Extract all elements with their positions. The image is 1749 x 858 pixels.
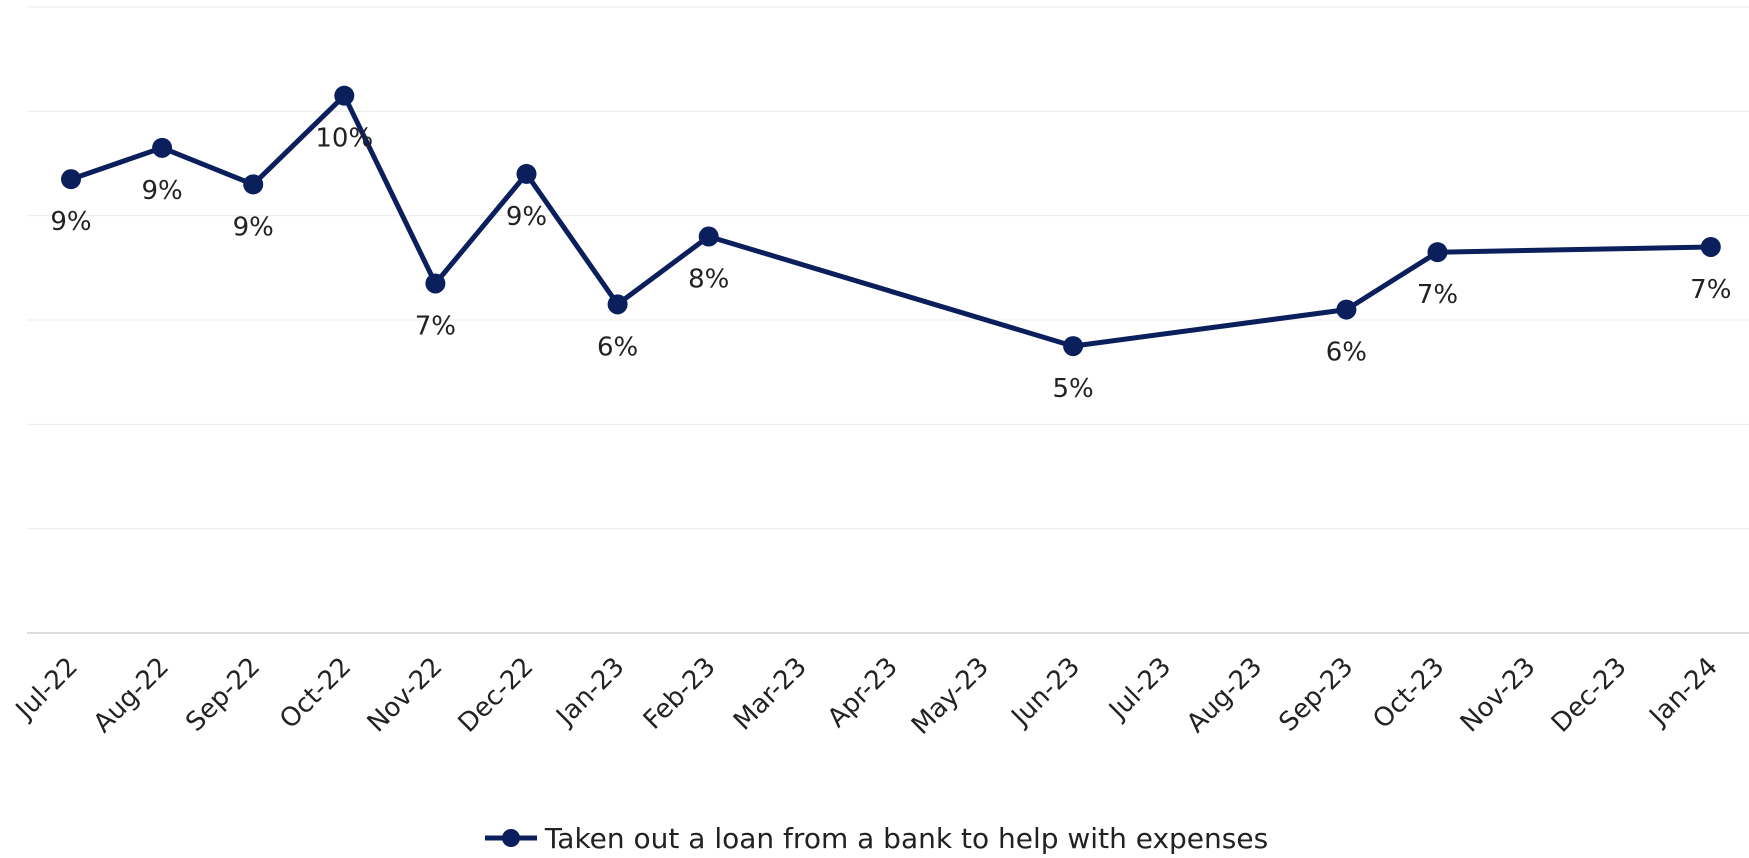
legend: Taken out a loan from a bank to help wit… (0, 818, 1749, 858)
data-label: 9% (506, 202, 547, 232)
x-tick-label: Jun-23 (1005, 652, 1086, 733)
data-label: 7% (1417, 280, 1458, 310)
data-label: 7% (415, 311, 456, 341)
data-point (152, 137, 173, 158)
x-tick-label: Dec-22 (453, 652, 540, 739)
data-label: 5% (1052, 374, 1093, 404)
data-point (698, 226, 719, 247)
data-label: 9% (141, 176, 182, 206)
x-tick-label: Apr-23 (822, 652, 904, 734)
x-tick-label: Oct-23 (1367, 652, 1450, 735)
data-point (1700, 236, 1721, 257)
data-point (607, 294, 628, 315)
data-label: 7% (1690, 275, 1731, 305)
data-point (61, 169, 81, 190)
x-tick-label: Jul-22 (9, 652, 84, 727)
data-label: 6% (1326, 338, 1367, 368)
x-tick-label: May-23 (906, 652, 995, 741)
x-tick-label: Nov-22 (362, 652, 449, 739)
x-tick-label: Nov-23 (1455, 652, 1542, 739)
data-point (243, 174, 264, 195)
x-tick-label: Sep-23 (1273, 652, 1359, 738)
data-label: 10% (315, 124, 373, 154)
x-tick-label: Jul-23 (1102, 652, 1177, 727)
x-tick-label: Aug-23 (1181, 652, 1268, 739)
x-tick-labels: Jul-22 Aug-22 Sep-22 Oct-22 Nov-22 Dec-22 Jan-… (9, 652, 1724, 741)
data-point (516, 163, 537, 184)
data-points (61, 85, 1721, 357)
data-label: 6% (597, 332, 638, 362)
data-point (1063, 336, 1084, 357)
legend-label: Taken out a loan from a bank to help wit… (544, 821, 1269, 855)
data-label: 8% (688, 265, 729, 295)
x-tick-label: Jan-24 (1643, 652, 1724, 733)
x-tick-label: Mar-23 (728, 652, 813, 737)
data-point (1427, 242, 1448, 263)
data-point (334, 85, 355, 106)
x-tick-label: Aug-22 (88, 652, 175, 739)
data-label: 9% (233, 212, 274, 242)
data-label: 9% (50, 207, 91, 237)
data-point (1336, 299, 1357, 320)
gridlines (27, 6, 1749, 530)
series-line (68, 93, 1714, 349)
x-tick-label: Feb-23 (638, 652, 722, 736)
x-tick-label: Sep-22 (180, 652, 266, 738)
x-tick-label: Jan-23 (550, 652, 631, 733)
x-tick-label: Oct-22 (274, 652, 357, 735)
legend-marker-icon (484, 829, 537, 847)
data-point (425, 273, 446, 294)
x-tick-label: Dec-23 (1546, 652, 1633, 739)
data-labels: 9% 9% 9% 10% 7% 9% 6% 8% 5% 6% 7% 7% (50, 124, 1731, 404)
line-chart: 9%9%9%10%7%9%6%8%5%6%7% 7% Jul-22 Aug-22 Se… (9, 6, 1749, 741)
